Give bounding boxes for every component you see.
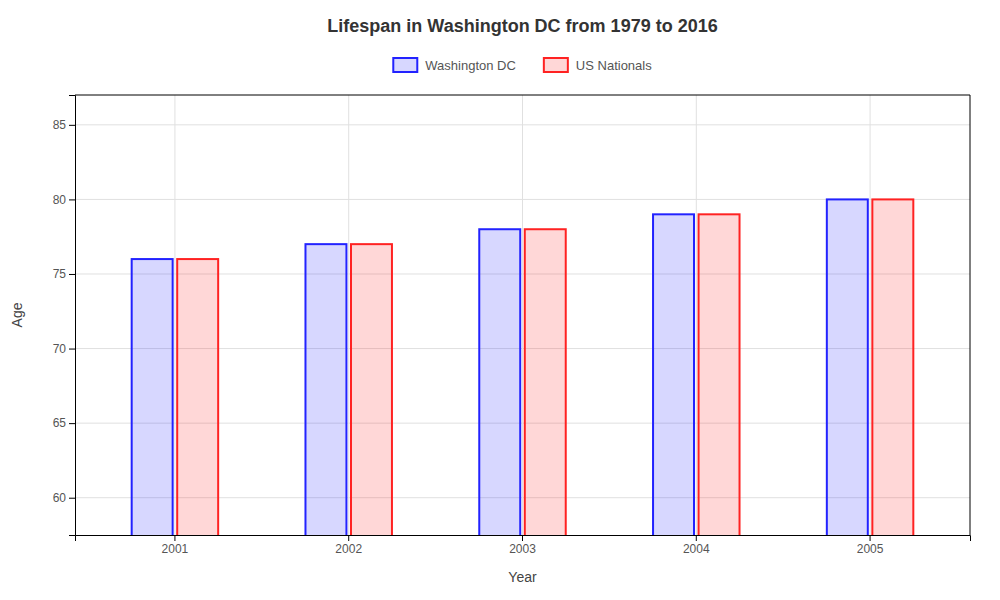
legend-label: Washington DC xyxy=(425,58,516,73)
x-tick: 2001 xyxy=(162,535,189,556)
y-tick: 85 xyxy=(53,118,75,132)
x-tick-label: 2002 xyxy=(335,542,362,556)
x-tick-label: 2004 xyxy=(683,542,710,556)
y-tick: 70 xyxy=(53,342,75,356)
y-tick-label: 65 xyxy=(53,416,67,430)
y-tick-mark xyxy=(69,423,75,424)
y-axis: 60 65 70 75 80 85 xyxy=(53,96,76,536)
y-tick-label: 60 xyxy=(53,491,67,505)
legend-item: Washington DC xyxy=(393,58,516,73)
bar xyxy=(653,214,694,535)
bar xyxy=(479,229,520,535)
x-tick-mark xyxy=(522,535,523,541)
plot-area: 60 65 70 75 80 85 2001 2002 2003 2004 2005 xyxy=(53,95,971,600)
x-grid-line xyxy=(348,95,349,535)
x-axis: 2001 2002 2003 2004 2005 xyxy=(76,535,971,556)
y-tick-mark xyxy=(69,125,75,126)
x-tick: 2002 xyxy=(335,535,362,556)
x-tick-label: 2005 xyxy=(857,542,884,556)
bar xyxy=(872,199,913,535)
bar-series xyxy=(177,199,913,535)
x-axis-line xyxy=(76,536,971,542)
legend-swatch xyxy=(393,58,417,72)
legend-swatch xyxy=(544,58,568,72)
legend-item: US Nationals xyxy=(544,58,652,73)
x-tick-mark xyxy=(696,535,697,541)
plot-frame xyxy=(75,95,970,96)
x-tick-mark xyxy=(174,535,175,541)
x-tick-label: 2003 xyxy=(509,542,536,556)
x-grid-line xyxy=(174,95,175,535)
chart-title: Lifespan in Washington DC from 1979 to 2… xyxy=(327,16,717,36)
y-tick-mark xyxy=(69,199,75,200)
x-tick: 2003 xyxy=(509,535,536,556)
y-axis-line xyxy=(69,96,76,536)
y-tick-label: 80 xyxy=(53,193,67,207)
bar-series xyxy=(132,199,868,535)
y-tick-mark xyxy=(69,498,75,499)
x-tick-label: 2001 xyxy=(162,542,189,556)
y-tick: 80 xyxy=(53,193,75,207)
legend: Washington DC US Nationals xyxy=(393,58,652,73)
y-tick-label: 85 xyxy=(53,118,67,132)
y-tick-mark xyxy=(69,349,75,350)
bar xyxy=(305,244,346,535)
x-axis-title: Year xyxy=(508,569,537,585)
x-grid-line xyxy=(696,95,697,535)
x-grid-line xyxy=(870,95,871,535)
chart-container: 60 65 70 75 80 85 2001 2002 2003 2004 2005 Year Age L… xyxy=(0,0,1000,600)
x-tick: 2005 xyxy=(857,535,884,556)
chart-svg: 60 65 70 75 80 85 2001 2002 2003 2004 2005 Year Age L… xyxy=(0,0,1000,600)
y-tick: 75 xyxy=(53,267,75,281)
y-tick-label: 75 xyxy=(53,267,67,281)
y-tick: 65 xyxy=(53,416,75,430)
y-tick-mark xyxy=(69,274,75,275)
x-grid-line xyxy=(522,95,523,535)
bar xyxy=(132,259,173,535)
y-tick: 60 xyxy=(53,491,75,505)
bar xyxy=(699,214,740,535)
bar xyxy=(351,244,392,535)
y-tick-label: 70 xyxy=(53,342,67,356)
bar xyxy=(177,259,218,535)
y-axis-title: Age xyxy=(9,302,25,327)
bar xyxy=(827,199,868,535)
x-tick: 2004 xyxy=(683,535,710,556)
legend-label: US Nationals xyxy=(576,58,652,73)
x-tick-mark xyxy=(870,535,871,541)
x-tick-mark xyxy=(348,535,349,541)
plot-frame xyxy=(970,95,971,535)
bars xyxy=(132,199,914,535)
bar xyxy=(525,229,566,535)
